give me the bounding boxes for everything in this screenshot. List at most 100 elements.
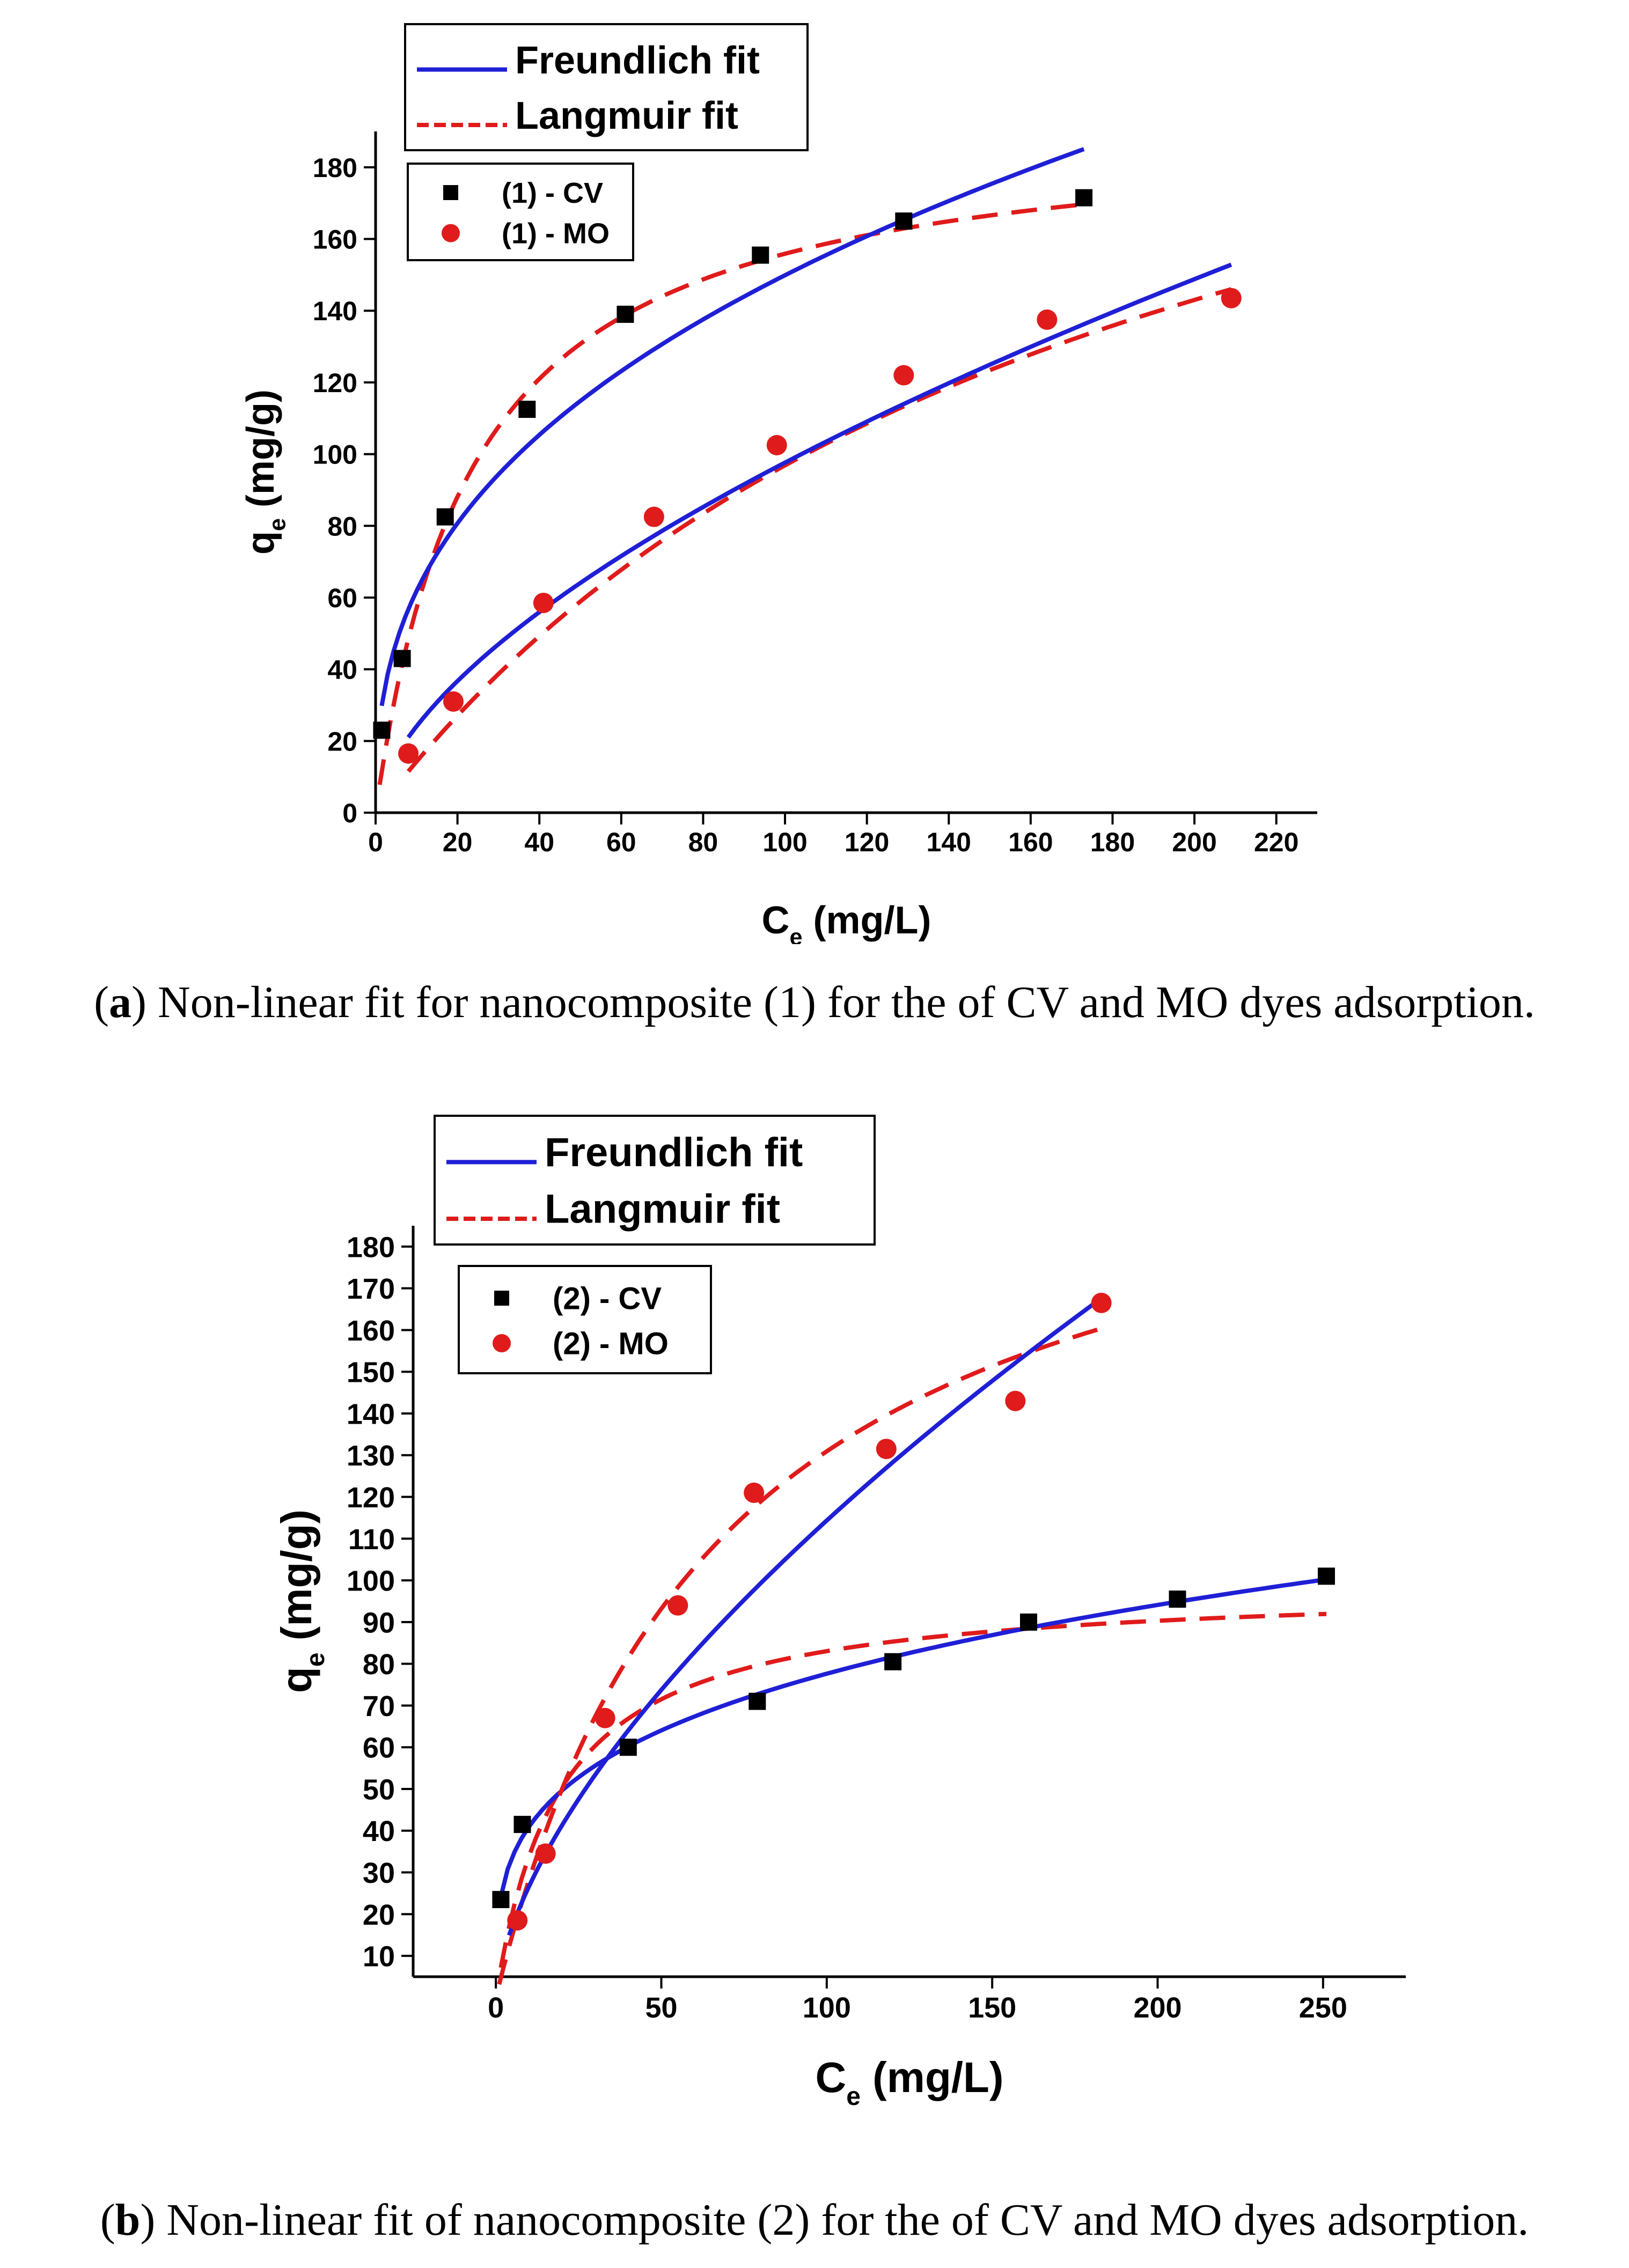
y-tick-label: 80 <box>363 1648 395 1681</box>
data-point-square <box>884 1653 902 1670</box>
fit-legend-box <box>434 1115 876 1246</box>
y-tick-label: 150 <box>347 1357 395 1389</box>
data-point-square <box>752 246 769 264</box>
fit-legend-label: Freundlich fit <box>545 1130 803 1175</box>
y-axis-label: qe (mg/g) <box>239 389 291 555</box>
y-tick-label: 180 <box>347 1231 395 1263</box>
data-point-circle <box>744 1482 765 1503</box>
fit-legend-label: Langmuir fit <box>545 1187 780 1232</box>
y-tick-label: 130 <box>347 1440 395 1472</box>
y-tick-label: 50 <box>363 1773 395 1806</box>
series-legend-box <box>458 1265 712 1374</box>
legend-circle-marker <box>442 224 460 242</box>
x-tick-label: 80 <box>688 827 718 857</box>
chart-b: 0 50 100 150 200 250 10 20 30 40 50 60 70 80 90 100 110 1… <box>273 1115 1406 2111</box>
y-tick-label: 0 <box>342 798 357 828</box>
fit-legend-box <box>404 23 809 151</box>
legend-square-marker <box>443 185 458 200</box>
data-point-square <box>1075 189 1093 207</box>
data-point-square <box>619 1739 637 1756</box>
legend-circle-marker <box>493 1334 511 1352</box>
y-tick-label: 110 <box>348 1523 395 1556</box>
series-legend-label: (2) - MO <box>553 1326 669 1361</box>
data-point-circle <box>1221 288 1242 308</box>
data-point-square <box>749 1692 766 1710</box>
legend-square-marker <box>494 1291 509 1306</box>
y-tick-label: 160 <box>313 225 357 255</box>
y-tick-label: 180 <box>313 153 357 183</box>
series-legend-label: (2) - CV <box>553 1281 662 1316</box>
y-tick-label: 20 <box>327 726 357 756</box>
y-tick-label: 140 <box>347 1398 395 1430</box>
caption-a-label: a <box>109 977 132 1027</box>
x-tick-label: 200 <box>1133 1992 1182 2024</box>
y-tick-label: 40 <box>327 655 357 685</box>
langmuir-fit-line <box>377 202 1084 785</box>
data-point-circle <box>667 1595 688 1616</box>
y-tick-label: 100 <box>313 440 357 470</box>
y-tick-label: 120 <box>347 1482 395 1514</box>
data-point-square <box>393 650 411 667</box>
data-point-square <box>492 1891 510 1909</box>
data-point-circle <box>893 365 914 386</box>
x-tick-label: 220 <box>1254 827 1298 857</box>
y-tick-label: 100 <box>347 1565 395 1597</box>
chart-a: 0 20 40 60 80 100 120 140 160 180 200 220 0 20 40 60 80 1… <box>239 23 1317 944</box>
x-tick-label: 160 <box>1008 827 1053 857</box>
x-tick-label: 0 <box>488 1992 504 2024</box>
y-tick-label: 70 <box>363 1690 395 1722</box>
data-point-circle <box>643 506 664 527</box>
x-axis-label: Ce (mg/L) <box>815 2053 1003 2111</box>
data-point-square <box>895 212 913 230</box>
data-point-circle <box>533 592 554 613</box>
data-point-circle <box>595 1707 615 1728</box>
x-axis-label: Ce (mg/L) <box>762 899 931 944</box>
x-tick-label: 50 <box>645 1992 677 2024</box>
caption-a-text: Non-linear fit for nanocomposite (1) for… <box>158 977 1535 1027</box>
data-point-circle <box>876 1439 897 1460</box>
y-tick-label: 170 <box>347 1273 395 1305</box>
data-point-square <box>513 1816 531 1833</box>
freundlich-fit-line <box>507 1296 1103 1936</box>
data-point-circle <box>766 435 787 455</box>
langmuir-fit-line <box>498 1611 1327 1968</box>
y-tick-label: 10 <box>363 1941 395 1973</box>
caption-b: (b) Non-linear fit of nanocomposite (2) … <box>100 2195 1529 2245</box>
x-tick-label: 180 <box>1090 827 1135 857</box>
langmuir-fit-line <box>406 287 1232 773</box>
data-point-square <box>518 401 536 418</box>
x-tick-label: 120 <box>845 827 889 857</box>
data-point-circle <box>535 1843 556 1864</box>
y-tick-label: 80 <box>327 511 357 541</box>
caption-b-label: b <box>115 2195 141 2245</box>
data-point-square <box>617 305 634 323</box>
x-tick-label: 0 <box>368 827 383 857</box>
y-axis-label: qe (mg/g) <box>273 1509 330 1693</box>
x-tick-label: 60 <box>606 827 636 857</box>
fit-legend-label: Freundlich fit <box>515 39 760 82</box>
caption-b-text: Non-linear fit of nanocomposite (2) for … <box>166 2195 1529 2245</box>
series-legend-box <box>407 163 634 261</box>
y-tick-label: 60 <box>363 1732 395 1764</box>
y-tick-label: 140 <box>313 296 357 326</box>
x-tick-label: 40 <box>524 827 554 857</box>
data-point-square <box>1318 1567 1335 1585</box>
data-point-square <box>373 721 391 739</box>
y-tick-label: 60 <box>327 583 357 613</box>
freundlich-fit-line <box>498 1577 1327 1897</box>
y-tick-label: 160 <box>347 1315 395 1347</box>
y-tick-label: 20 <box>363 1899 395 1931</box>
data-point-circle <box>1037 309 1058 330</box>
x-tick-label: 150 <box>968 1992 1016 2024</box>
data-point-circle <box>1005 1390 1026 1411</box>
data-point-circle <box>507 1910 528 1931</box>
caption-a: (a) Non-linear fit for nanocomposite (1)… <box>94 977 1535 1027</box>
data-point-circle <box>1091 1292 1112 1313</box>
x-tick-label: 100 <box>762 827 807 857</box>
x-tick-label: 100 <box>803 1992 851 2024</box>
y-tick-label: 90 <box>363 1607 395 1639</box>
y-tick-label: 30 <box>363 1857 395 1889</box>
series-legend-label: (1) - CV <box>502 177 603 209</box>
freundlich-fit-line <box>406 262 1232 739</box>
data-point-square <box>436 508 454 526</box>
